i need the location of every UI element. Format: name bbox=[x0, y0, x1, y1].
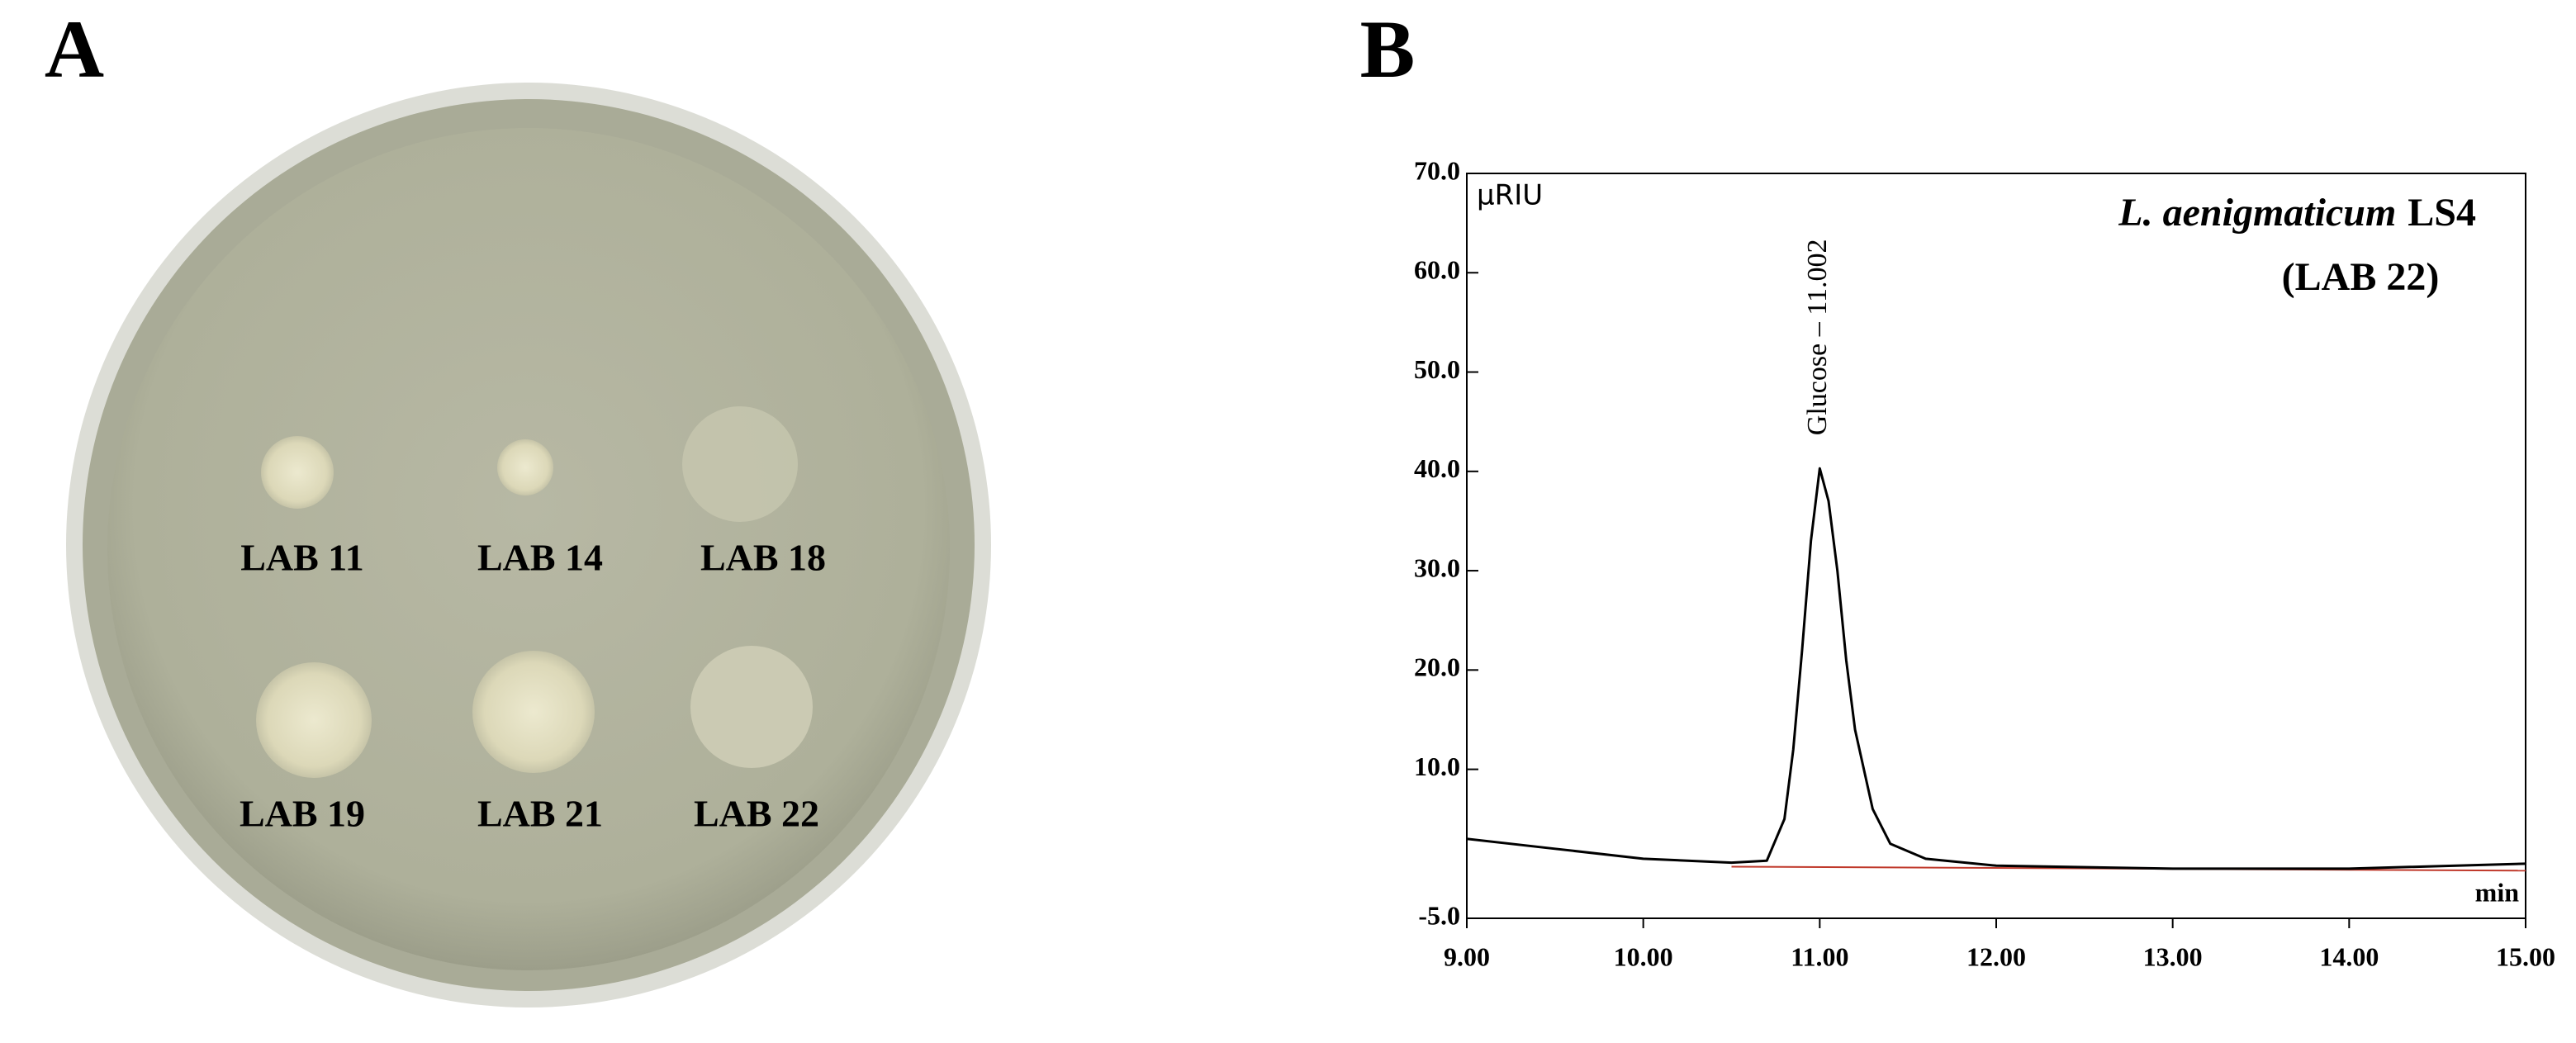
x-tick-label: 14.00 bbox=[2319, 941, 2379, 971]
y-tick-label: 70.0 bbox=[1414, 155, 1460, 185]
panel-label: A bbox=[45, 3, 104, 95]
colony-label: LAB 19 bbox=[240, 793, 365, 835]
title-italic: L. aenigmaticum bbox=[2118, 191, 2396, 235]
x-tick-label: 9.00 bbox=[1444, 941, 1490, 971]
panel-label: B bbox=[1360, 3, 1416, 95]
y-tick-label: 30.0 bbox=[1414, 552, 1460, 582]
colony bbox=[497, 439, 553, 495]
colony-label: LAB 14 bbox=[477, 537, 603, 579]
colony-label: LAB 18 bbox=[700, 537, 826, 579]
x-tick-label: 15.00 bbox=[2496, 941, 2555, 971]
x-tick-label: 11.00 bbox=[1791, 941, 1848, 971]
y-axis-label: µRIU bbox=[1477, 179, 1543, 212]
y-tick-label: 60.0 bbox=[1414, 255, 1460, 285]
y-tick-label: 40.0 bbox=[1414, 453, 1460, 483]
chart-title: L. aenigmaticum LS4 bbox=[2118, 191, 2476, 235]
y-tick-label: 10.0 bbox=[1414, 751, 1460, 781]
title-rest: LS4 bbox=[2408, 191, 2476, 235]
colony bbox=[472, 651, 595, 773]
chromatogram-line bbox=[1466, 467, 2526, 870]
colony bbox=[682, 406, 798, 522]
colony-label: LAB 21 bbox=[477, 793, 603, 835]
colony bbox=[256, 662, 372, 778]
colony-label: LAB 11 bbox=[240, 537, 364, 579]
colony bbox=[261, 436, 334, 509]
chart-subtitle: (LAB 22) bbox=[2282, 255, 2440, 299]
colony-label: LAB 22 bbox=[694, 793, 819, 835]
peak-annotation: Glucose – 11.002 bbox=[1802, 239, 1833, 436]
y-tick-label: 20.0 bbox=[1414, 652, 1460, 682]
x-tick-label: 10.00 bbox=[1614, 941, 1673, 971]
colony bbox=[690, 646, 813, 768]
x-axis-label: min bbox=[2475, 877, 2520, 907]
y-tick-label: -5.0 bbox=[1418, 900, 1460, 930]
petri-dish bbox=[66, 83, 991, 1007]
x-tick-label: 12.00 bbox=[1966, 941, 2026, 971]
x-tick-label: 13.00 bbox=[2143, 941, 2203, 971]
y-tick-label: 50.0 bbox=[1414, 354, 1460, 384]
